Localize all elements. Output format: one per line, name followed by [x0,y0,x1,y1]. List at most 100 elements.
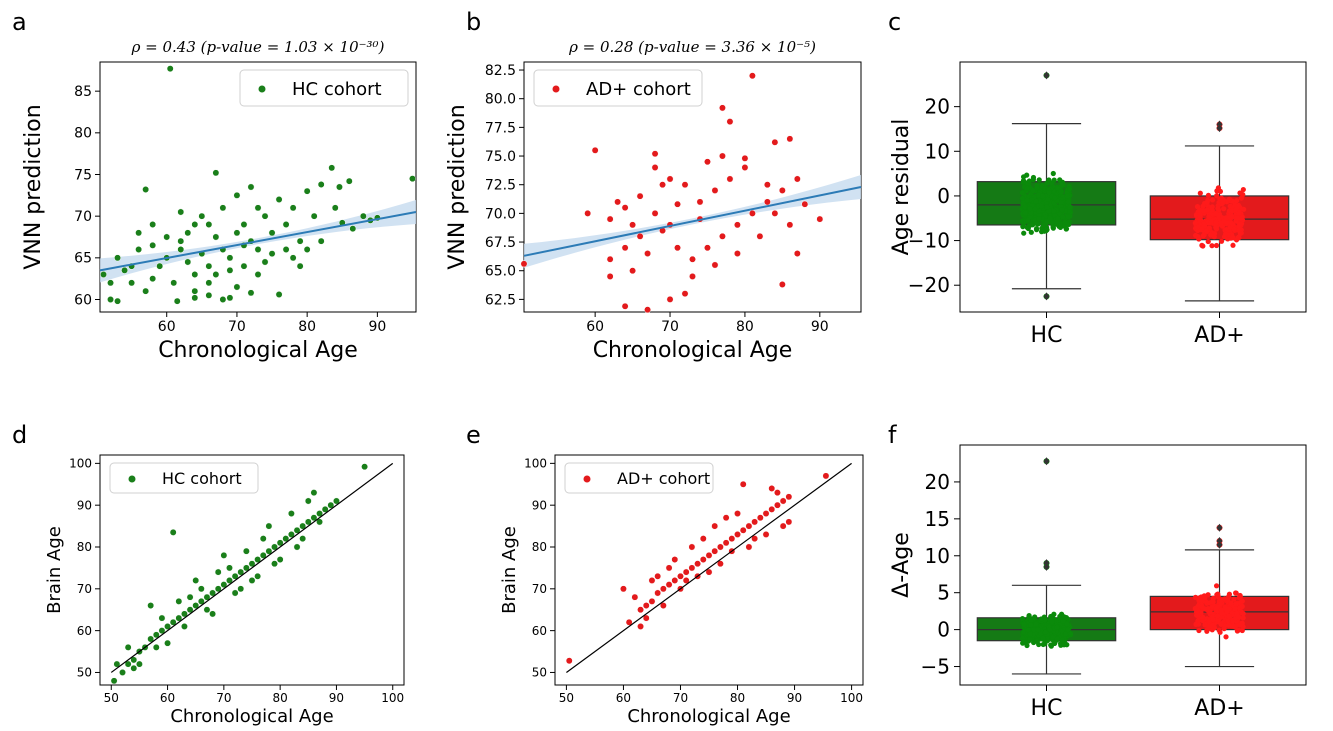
data-point [705,568,713,576]
strip-point [1028,229,1034,235]
data-point [651,164,659,171]
data-point [219,296,227,303]
strip-point [1057,177,1063,183]
strip-point [1233,590,1239,596]
y-tick-label: 70.0 [485,206,516,222]
strip-point [1209,197,1216,203]
data-point [121,266,129,274]
strip-point [1213,211,1219,217]
y-tick-label: 20 [925,95,950,119]
strip-point [1202,593,1208,599]
y-axis-label: VNN prediction [21,104,46,269]
data-point [719,232,726,240]
regression-line [523,186,862,257]
data-point [135,246,143,253]
data-point [763,181,771,189]
data-point [705,551,713,559]
data-point [205,262,213,270]
data-point [191,221,199,228]
data-point [722,514,730,522]
strip-point [1230,242,1236,248]
data-point [711,547,719,555]
strip-point [1205,606,1211,612]
data-point [674,244,681,252]
data-point [739,526,747,534]
y-tick-label: 50 [77,666,92,680]
strip-point [1047,626,1053,633]
legend-box [239,69,409,107]
x-axis-label: Chronological Age [627,706,790,727]
y-axis-label: Brain Age [44,526,65,614]
strip-point [1024,642,1030,649]
y-tick-label: 70 [532,582,547,596]
strip-point [1063,226,1070,232]
strip-point [1233,601,1239,607]
strip-point [1215,205,1221,212]
legend-label: HC cohort [162,469,242,488]
strip-point [1054,636,1060,642]
data-point [254,271,262,278]
data-point [659,585,667,593]
data-point [214,568,222,576]
strip-point [1204,627,1210,633]
strip-point [1019,195,1026,201]
data-point [741,164,749,171]
data-point [631,593,639,601]
data-point [119,669,126,676]
strip-point [1036,177,1042,183]
strip-point [1237,594,1243,600]
data-point [642,602,650,609]
data-point [659,181,666,189]
data-point [726,175,734,183]
data-point [779,522,787,530]
data-point [681,181,689,189]
data-point [254,204,262,212]
panel-f: f −5 0 5 10 15 20 HC AD+ Δ-Age [888,421,1307,721]
data-point [164,623,172,630]
data-point [778,186,786,194]
strip-point [1059,628,1065,635]
x-axis-label: Chronological Age [170,706,333,727]
data-point [265,522,273,530]
data-point [565,657,573,665]
data-point [173,297,181,305]
data-point [689,272,696,280]
data-point [317,181,325,188]
strip-point [1214,592,1220,598]
y-axis-label: Age residual [889,119,914,256]
data-point [261,258,269,266]
data-point [276,556,284,563]
strip-point [1028,617,1034,624]
data-point [158,627,166,635]
data-point [247,183,255,191]
data-point [100,271,107,278]
strip-point [1040,635,1046,641]
strip-point [1034,185,1040,191]
strip-point [1036,192,1042,198]
strip-point [1240,186,1246,193]
data-point [233,283,241,291]
strip-point [1038,630,1044,636]
data-point [316,510,324,517]
data-point [296,237,304,245]
strip-point [1240,615,1246,621]
data-point [128,279,136,287]
data-point [310,212,318,220]
x-tick-label: AD+ [1194,696,1244,721]
y-axis-label: Δ-Age [889,532,914,598]
panel-label: b [466,8,481,36]
data-point [636,232,644,240]
strip-point [1033,220,1040,226]
strip-point [1028,210,1034,216]
y-axis-label: VNN prediction [445,104,470,269]
panel-e: e 50 60 70 80 90 100 50 60 70 80 90 100 AD+ cohort Chr… [466,421,864,727]
strip-point [1213,583,1220,589]
strip-point [1239,603,1245,610]
x-tick-label: 90 [787,691,802,705]
strip-point [1047,215,1053,221]
data-point [113,660,121,668]
data-point [130,656,138,664]
strip-point [1065,626,1071,633]
strip-point [1065,199,1071,205]
data-point [191,294,199,302]
